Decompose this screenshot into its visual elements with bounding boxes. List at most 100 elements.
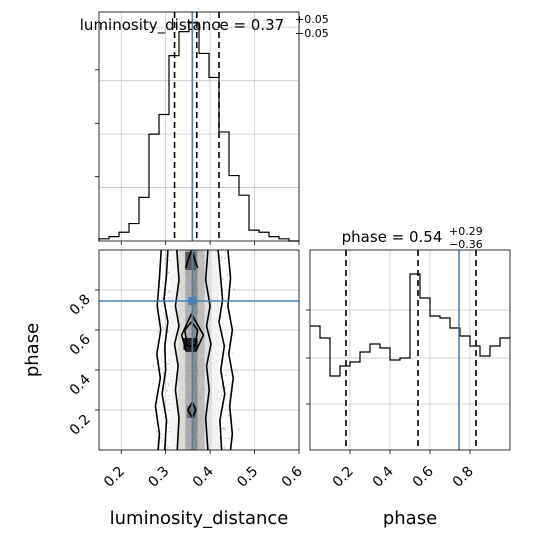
joint-sample-point bbox=[224, 428, 226, 431]
joint-sample-point bbox=[167, 383, 170, 385]
joint-sample-point bbox=[224, 386, 227, 389]
joint-sample-point bbox=[164, 257, 166, 260]
joint-contour bbox=[154, 250, 163, 450]
joint-sample-point bbox=[232, 352, 235, 355]
joint-sample-point bbox=[159, 367, 162, 370]
joint-density-column bbox=[178, 250, 186, 450]
joint-sample-point bbox=[238, 428, 241, 431]
joint-sample-point bbox=[162, 281, 164, 284]
joint-truth-lines bbox=[99, 250, 299, 450]
phase-title-sub: −0.36 bbox=[449, 238, 483, 251]
joint-sample-point bbox=[168, 402, 171, 405]
joint-density-blob bbox=[185, 252, 196, 270]
phase-hist-steps bbox=[310, 273, 510, 377]
joint-density-column bbox=[170, 250, 179, 450]
joint-sample-point bbox=[221, 427, 224, 430]
joint-truth-marker bbox=[188, 297, 197, 305]
lum-hist-step-line bbox=[98, 22, 299, 242]
joint-sample-point bbox=[166, 447, 169, 450]
joint-sample-point bbox=[219, 259, 222, 262]
joint-sample-point bbox=[165, 362, 168, 365]
joint-x-tick-label: 0.5 bbox=[234, 464, 261, 491]
joint-sample-point bbox=[163, 434, 166, 436]
joint-sample-point bbox=[167, 394, 170, 397]
phase-title-main: phase = 0.54 bbox=[342, 228, 443, 246]
lum-hist-quantile-lines bbox=[173, 12, 220, 241]
joint-sample-point bbox=[163, 314, 165, 317]
phase-hist-frame bbox=[309, 249, 511, 451]
joint-sample-point bbox=[167, 331, 170, 333]
joint-sample-point bbox=[224, 250, 227, 253]
joint-sample-point bbox=[167, 291, 170, 294]
phase-hist-title: phase = 0.54 bbox=[342, 228, 443, 246]
joint-density-column bbox=[211, 250, 219, 450]
phase-hist-step-line bbox=[310, 273, 510, 377]
joint-sample-point bbox=[167, 422, 169, 425]
phase-x-tick-label: 0.6 bbox=[410, 463, 437, 490]
joint-contour bbox=[161, 250, 169, 450]
phase-x-tick-label: 0.4 bbox=[370, 463, 397, 490]
phase-x-tick-label: 0.8 bbox=[450, 464, 477, 491]
joint-sample-point bbox=[221, 394, 223, 397]
joint-sample-point bbox=[152, 364, 155, 367]
joint-x-tick-label: 0.6 bbox=[279, 463, 306, 490]
joint-sample-point bbox=[167, 271, 170, 274]
joint-frame bbox=[98, 249, 300, 451]
joint-sample-point bbox=[166, 389, 169, 392]
joint-contour bbox=[204, 250, 212, 450]
joint-sample-point bbox=[220, 387, 223, 390]
joint-sample-point bbox=[218, 344, 221, 347]
joint-sample-point bbox=[227, 414, 230, 417]
joint-x-tick-label: 0.4 bbox=[190, 463, 217, 490]
joint-sample-point bbox=[165, 389, 168, 392]
joint-x-tick-label: 0.2 bbox=[101, 464, 128, 491]
joint-sample-point bbox=[168, 259, 171, 262]
joint-sample-point bbox=[167, 385, 170, 387]
joint-density-column bbox=[197, 250, 205, 450]
joint-sample-point bbox=[161, 440, 164, 443]
phase-hist-ticks: 0.2 0.4 0.6 0.8 bbox=[306, 309, 477, 491]
joint-sample-point bbox=[226, 363, 229, 366]
phase-hist-quantile-lines bbox=[345, 250, 477, 450]
joint-sample-point bbox=[224, 374, 227, 377]
joint-density-column bbox=[204, 250, 212, 450]
joint-sample-point bbox=[159, 319, 162, 321]
joint-y-tick-label: 0.8 bbox=[67, 292, 94, 319]
phase-title-sup: +0.29 bbox=[449, 225, 483, 238]
joint-sample-point bbox=[159, 436, 162, 439]
joint-contour bbox=[187, 401, 197, 419]
lum-title-sub: −0.05 bbox=[295, 27, 329, 40]
joint-sample-point bbox=[151, 382, 154, 385]
lum-title-main: luminosity_distance = 0.37 bbox=[80, 16, 284, 35]
joint-sample-point bbox=[152, 261, 155, 264]
joint-sample-point bbox=[227, 344, 230, 346]
joint-y-tick-label: 0.2 bbox=[67, 412, 94, 439]
lum-hist-title: luminosity_distance = 0.37 bbox=[80, 16, 284, 35]
lum-title-sup: +0.05 bbox=[295, 13, 329, 26]
joint-sample-point bbox=[162, 361, 165, 363]
joint-sample-point bbox=[155, 362, 158, 365]
joint-sample-point bbox=[222, 427, 225, 430]
joint-contour bbox=[173, 250, 180, 450]
joint-sample-point bbox=[162, 350, 165, 353]
joint-sample-point bbox=[161, 297, 164, 300]
joint-contour bbox=[180, 313, 205, 352]
joint-sample-point bbox=[161, 305, 164, 307]
joint-sample-point bbox=[168, 372, 171, 375]
joint-sample-point bbox=[167, 272, 170, 275]
joint-sample-point bbox=[220, 256, 223, 259]
joint-sample-point bbox=[234, 369, 236, 372]
joint-sample-point bbox=[155, 430, 158, 433]
phase-x-tick-label: 0.2 bbox=[330, 464, 357, 491]
joint-sample-point bbox=[221, 322, 224, 325]
joint-contour bbox=[183, 321, 199, 347]
joint-sample-point bbox=[226, 273, 229, 276]
lum-hist-ticks bbox=[95, 69, 300, 245]
joint-sample-point bbox=[157, 330, 160, 333]
lum-hist-steps bbox=[98, 22, 299, 242]
joint-x-tick-label: 0.3 bbox=[145, 464, 172, 491]
joint-contour bbox=[217, 250, 226, 450]
joint-sample-point bbox=[233, 287, 235, 290]
joint-density-columns bbox=[170, 250, 219, 450]
